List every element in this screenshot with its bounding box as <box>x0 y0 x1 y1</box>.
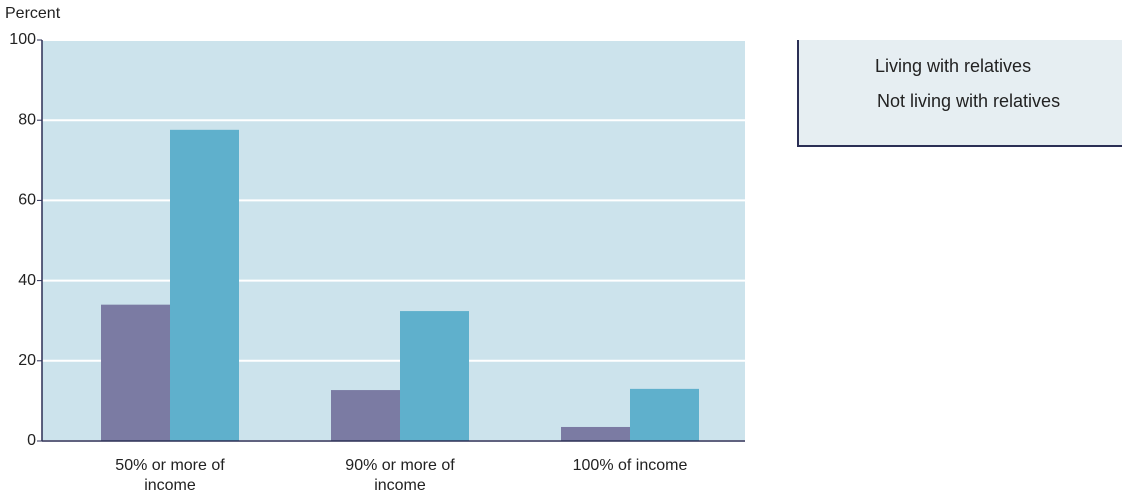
bar <box>331 390 400 441</box>
y-tick-label: 80 <box>18 111 36 128</box>
bar <box>561 426 630 441</box>
y-axis-label: Percent <box>5 5 61 22</box>
x-tick-label: 100% of income <box>572 457 688 474</box>
legend: Living with relatives Not living with rel… <box>797 40 1122 147</box>
y-tick-label: 100 <box>9 31 36 48</box>
bar <box>630 388 699 441</box>
bar <box>400 311 469 441</box>
bar <box>170 129 239 441</box>
legend-entry: Living with relatives <box>875 56 1032 76</box>
y-tick-label: 40 <box>18 272 36 289</box>
y-tick-label: 0 <box>27 432 36 449</box>
x-tick-label: 50% or more of income <box>115 457 225 494</box>
y-tick-label: 60 <box>18 192 36 209</box>
legend-entry: Not living with relatives <box>877 91 1061 111</box>
bar <box>101 304 170 441</box>
y-tick-label: 20 <box>18 352 36 369</box>
x-tick-label: 90% or more of income <box>345 457 455 494</box>
